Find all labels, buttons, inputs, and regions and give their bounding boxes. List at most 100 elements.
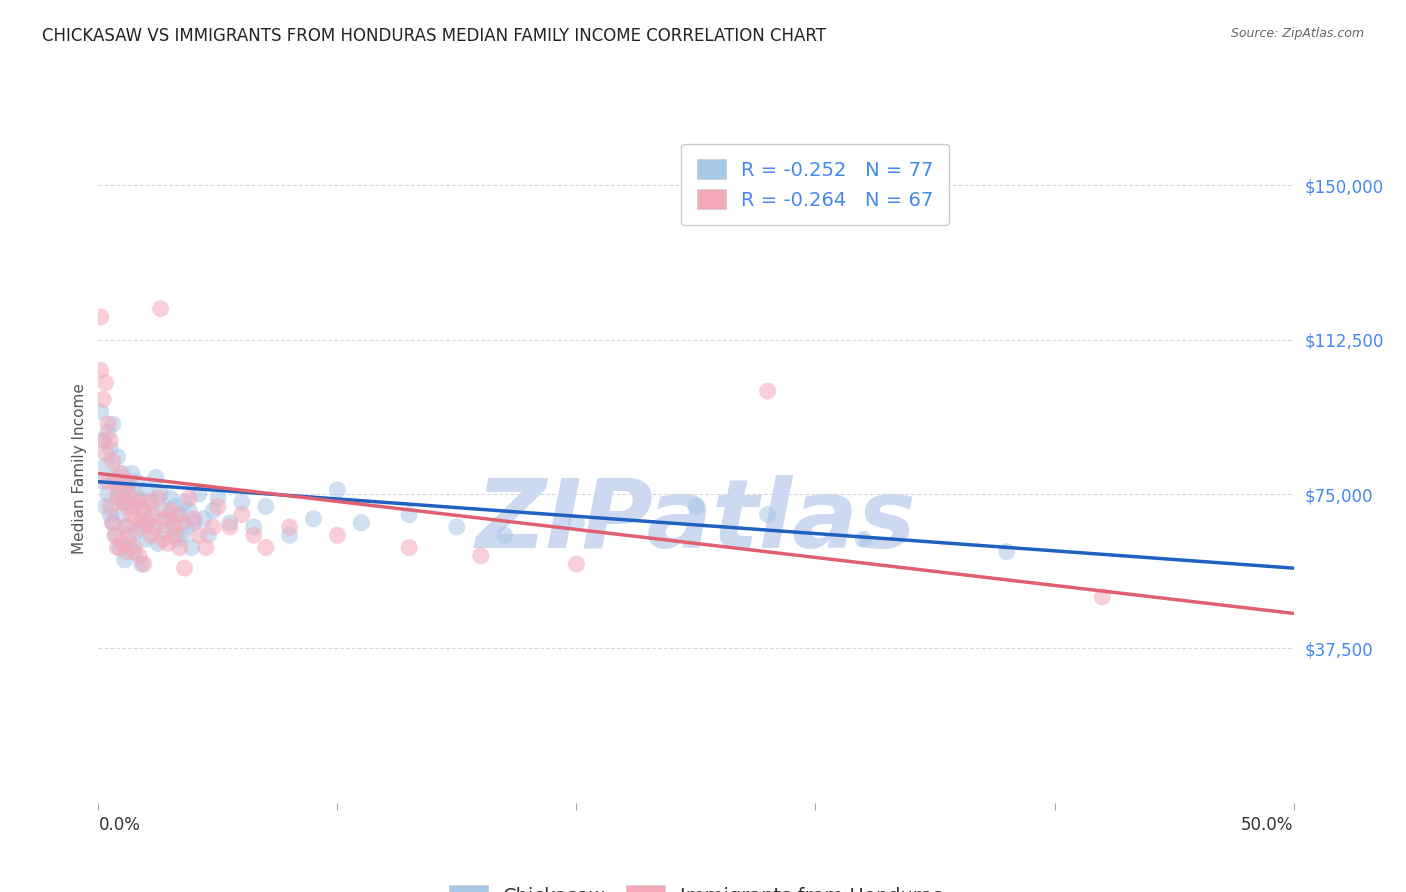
Point — [115, 544, 138, 558]
Point — [172, 528, 194, 542]
Point — [326, 528, 349, 542]
Point — [446, 520, 468, 534]
Point — [149, 301, 172, 316]
Point — [118, 475, 141, 489]
Point — [398, 541, 420, 555]
Point — [125, 475, 148, 489]
Point — [852, 533, 875, 547]
Point — [219, 516, 242, 530]
Point — [254, 541, 277, 555]
Point — [90, 363, 112, 377]
Point — [121, 508, 143, 522]
Point — [138, 495, 160, 509]
Point — [107, 487, 129, 501]
Point — [97, 475, 120, 489]
Point — [98, 442, 122, 456]
Point — [187, 487, 209, 501]
Point — [243, 520, 266, 534]
Point — [302, 512, 325, 526]
Point — [166, 508, 188, 522]
Point — [107, 491, 129, 505]
Point — [135, 533, 157, 547]
Point — [193, 512, 215, 526]
Point — [97, 417, 120, 431]
Point — [125, 524, 148, 538]
Point — [111, 467, 134, 481]
Point — [202, 503, 225, 517]
Point — [98, 500, 122, 514]
Point — [183, 512, 205, 526]
Point — [97, 425, 120, 440]
Text: 0.0%: 0.0% — [98, 816, 141, 834]
Point — [94, 376, 117, 390]
Point — [326, 483, 349, 497]
Point — [163, 500, 186, 514]
Point — [179, 503, 201, 517]
Point — [169, 508, 191, 522]
Point — [101, 516, 124, 530]
Point — [128, 491, 150, 505]
Point — [91, 434, 114, 448]
Text: CHICKASAW VS IMMIGRANTS FROM HONDURAS MEDIAN FAMILY INCOME CORRELATION CHART: CHICKASAW VS IMMIGRANTS FROM HONDURAS ME… — [42, 27, 827, 45]
Point — [173, 561, 195, 575]
Point — [111, 536, 134, 550]
Point — [115, 479, 138, 493]
Point — [145, 470, 167, 484]
Point — [207, 500, 229, 514]
Point — [131, 520, 153, 534]
Point — [114, 483, 136, 497]
Point — [114, 520, 136, 534]
Point — [135, 483, 157, 497]
Point — [111, 495, 134, 509]
Point — [142, 508, 165, 522]
Point — [207, 491, 229, 505]
Point — [278, 520, 301, 534]
Point — [172, 516, 194, 530]
Point — [155, 512, 177, 526]
Point — [114, 495, 136, 509]
Point — [91, 475, 114, 489]
Point — [101, 454, 124, 468]
Point — [219, 520, 242, 534]
Point — [104, 475, 127, 489]
Point — [1091, 590, 1114, 604]
Point — [124, 544, 146, 558]
Point — [118, 487, 141, 501]
Point — [104, 528, 127, 542]
Point — [128, 495, 150, 509]
Point — [101, 417, 124, 431]
Point — [398, 508, 420, 522]
Text: ZIPatlas: ZIPatlas — [475, 475, 917, 568]
Point — [115, 520, 138, 534]
Point — [176, 520, 198, 534]
Point — [97, 487, 120, 501]
Point — [148, 536, 170, 550]
Point — [156, 512, 179, 526]
Point — [108, 541, 131, 555]
Point — [118, 536, 141, 550]
Point — [565, 557, 588, 571]
Text: 50.0%: 50.0% — [1241, 816, 1294, 834]
Point — [162, 520, 184, 534]
Point — [152, 503, 174, 517]
Point — [194, 541, 218, 555]
Point — [101, 516, 124, 530]
Legend: Chickasaw, Immigrants from Honduras: Chickasaw, Immigrants from Honduras — [441, 878, 950, 892]
Point — [131, 516, 153, 530]
Point — [173, 495, 195, 509]
Point — [470, 549, 492, 563]
Point — [231, 495, 253, 509]
Point — [159, 491, 181, 505]
Point — [756, 508, 779, 522]
Point — [494, 528, 516, 542]
Point — [121, 467, 143, 481]
Point — [142, 520, 165, 534]
Point — [155, 524, 177, 538]
Point — [104, 470, 127, 484]
Point — [91, 434, 114, 448]
Point — [148, 491, 170, 505]
Point — [115, 500, 138, 514]
Point — [111, 508, 134, 522]
Point — [90, 405, 112, 419]
Point — [132, 503, 155, 517]
